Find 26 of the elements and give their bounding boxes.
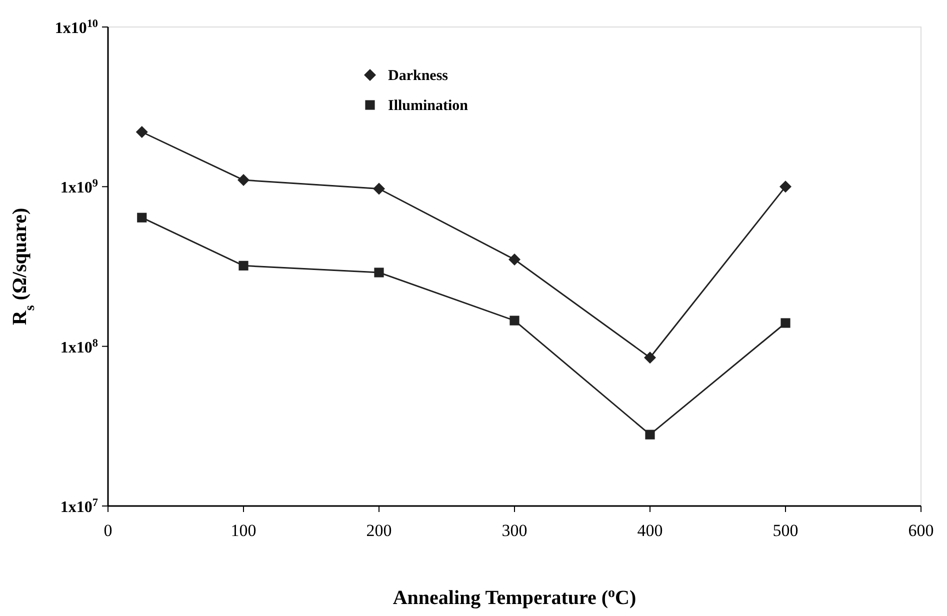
x-tick-label: 100: [230, 521, 256, 540]
point: [780, 180, 792, 193]
y-tick-label: 1x10$^{8}$: [60, 337, 98, 356]
x-tick-label: 0: [104, 521, 112, 540]
x-tick-label: 600: [908, 521, 934, 540]
point: [374, 268, 384, 278]
y-tick-label: 1x10$^{7}$: [60, 497, 98, 516]
point: [644, 352, 656, 364]
point: [510, 316, 520, 326]
point: [137, 212, 147, 222]
point: [136, 126, 148, 138]
x-tick-label: 200: [366, 521, 392, 540]
point: [645, 430, 655, 440]
point: [780, 318, 790, 328]
x-tick-label: 400: [637, 521, 663, 540]
y-tick-label: 1x10$^{9}$: [60, 178, 98, 197]
y-tick-label: 1x10$^{10}$: [54, 18, 98, 37]
legend-label: Illumination: [388, 98, 469, 114]
point: [373, 182, 385, 195]
x-axis-title: Annealing Temperature ($^{o}$C): [392, 586, 636, 609]
point: [238, 260, 248, 270]
point: [238, 174, 250, 186]
x-tick-label: 300: [502, 521, 528, 540]
point: [508, 253, 520, 266]
x-tick-label: 500: [772, 521, 798, 540]
legend-label: Darkness: [388, 68, 448, 84]
